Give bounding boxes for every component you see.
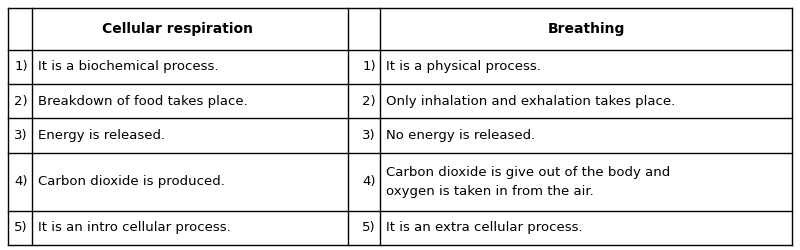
Text: 4): 4) xyxy=(14,175,28,188)
Text: Cellular respiration: Cellular respiration xyxy=(102,22,254,36)
Text: 3): 3) xyxy=(14,129,28,142)
Text: Carbon dioxide is produced.: Carbon dioxide is produced. xyxy=(38,175,226,188)
Text: 5): 5) xyxy=(362,221,376,234)
Text: It is an extra cellular process.: It is an extra cellular process. xyxy=(386,221,583,234)
Text: Breakdown of food takes place.: Breakdown of food takes place. xyxy=(38,95,248,108)
Text: Energy is released.: Energy is released. xyxy=(38,129,166,142)
Text: Breathing: Breathing xyxy=(547,22,625,36)
Text: 1): 1) xyxy=(14,60,28,74)
Text: It is a biochemical process.: It is a biochemical process. xyxy=(38,60,219,74)
Text: Carbon dioxide is give out of the body and
oxygen is taken in from the air.: Carbon dioxide is give out of the body a… xyxy=(386,166,670,198)
Text: 5): 5) xyxy=(14,221,28,234)
Text: 2): 2) xyxy=(362,95,376,108)
Text: It is an intro cellular process.: It is an intro cellular process. xyxy=(38,221,231,234)
Text: No energy is released.: No energy is released. xyxy=(386,129,536,142)
Text: 1): 1) xyxy=(362,60,376,74)
Text: 3): 3) xyxy=(362,129,376,142)
Text: 2): 2) xyxy=(14,95,28,108)
Text: It is a physical process.: It is a physical process. xyxy=(386,60,542,74)
Text: Only inhalation and exhalation takes place.: Only inhalation and exhalation takes pla… xyxy=(386,95,676,108)
Text: 4): 4) xyxy=(362,175,376,188)
